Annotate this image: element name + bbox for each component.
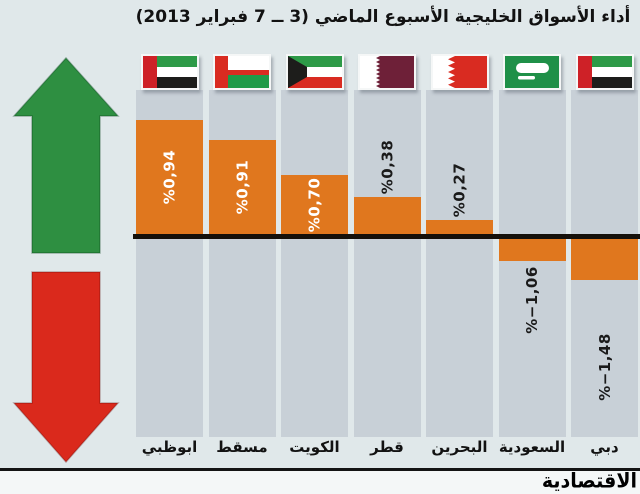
market-value: %−1,06 [523,266,542,334]
market-value: %0,27 [450,162,469,218]
oman-flag-icon [213,54,271,90]
market-column-muscat: %0,91 مسقط [208,0,276,494]
market-label: قطر [370,438,404,456]
column-strip [426,90,493,437]
market-label: البحرين [431,438,488,456]
market-bar [136,120,203,234]
market-value: %−1,48 [595,333,614,401]
market-value: %0,94 [160,149,179,205]
footer-strip [0,471,640,494]
saudi-flag-icon [503,54,561,90]
kuwait-flag-icon [285,54,344,90]
market-label: دبي [590,438,619,456]
market-column-abudhabi: %0,94 ابوظبي [136,0,203,494]
market-column-qatar: %0,38 قطر [353,0,421,494]
uae-flag-icon [140,54,199,90]
column-strip [353,90,421,437]
market-bar [498,239,566,261]
market-bar [353,197,421,234]
market-bar [426,220,493,234]
market-label: ابوظبي [141,438,198,456]
footer-rule [0,468,640,471]
uae-flag-icon [575,54,634,90]
market-bar [208,140,276,234]
chart-columns: %0,94 ابوظبي %0,91 مسقط [133,0,640,494]
market-column-dubai: %−1,48 دبي [571,0,638,494]
market-value: %0,38 [377,139,396,195]
trend-arrows [12,56,120,464]
chart-title: أداء الأسواق الخليجية الأسبوع الماضي (3 … [135,7,631,27]
market-column-bahrain: %0,27 البحرين [426,0,493,494]
market-bar [281,175,348,234]
market-label: السعودية [498,438,566,456]
market-label: مسقط [216,438,268,456]
down-arrow-icon [12,271,120,464]
market-label: الكويت [289,438,340,456]
up-arrow-icon [12,56,120,254]
market-column-saudi: %−1,06 السعودية [498,0,566,494]
qatar-flag-icon [358,54,416,90]
market-column-kuwait: %0,70 الكويت [281,0,348,494]
market-bar [571,239,638,280]
bahrain-flag-icon [430,54,489,90]
newspaper-logo: الاقتصادية [541,469,637,493]
market-value: %0,70 [305,177,324,232]
column-strip [498,90,566,437]
column-strip [281,90,348,437]
market-value: %0,91 [232,159,251,215]
zero-baseline [133,234,640,239]
